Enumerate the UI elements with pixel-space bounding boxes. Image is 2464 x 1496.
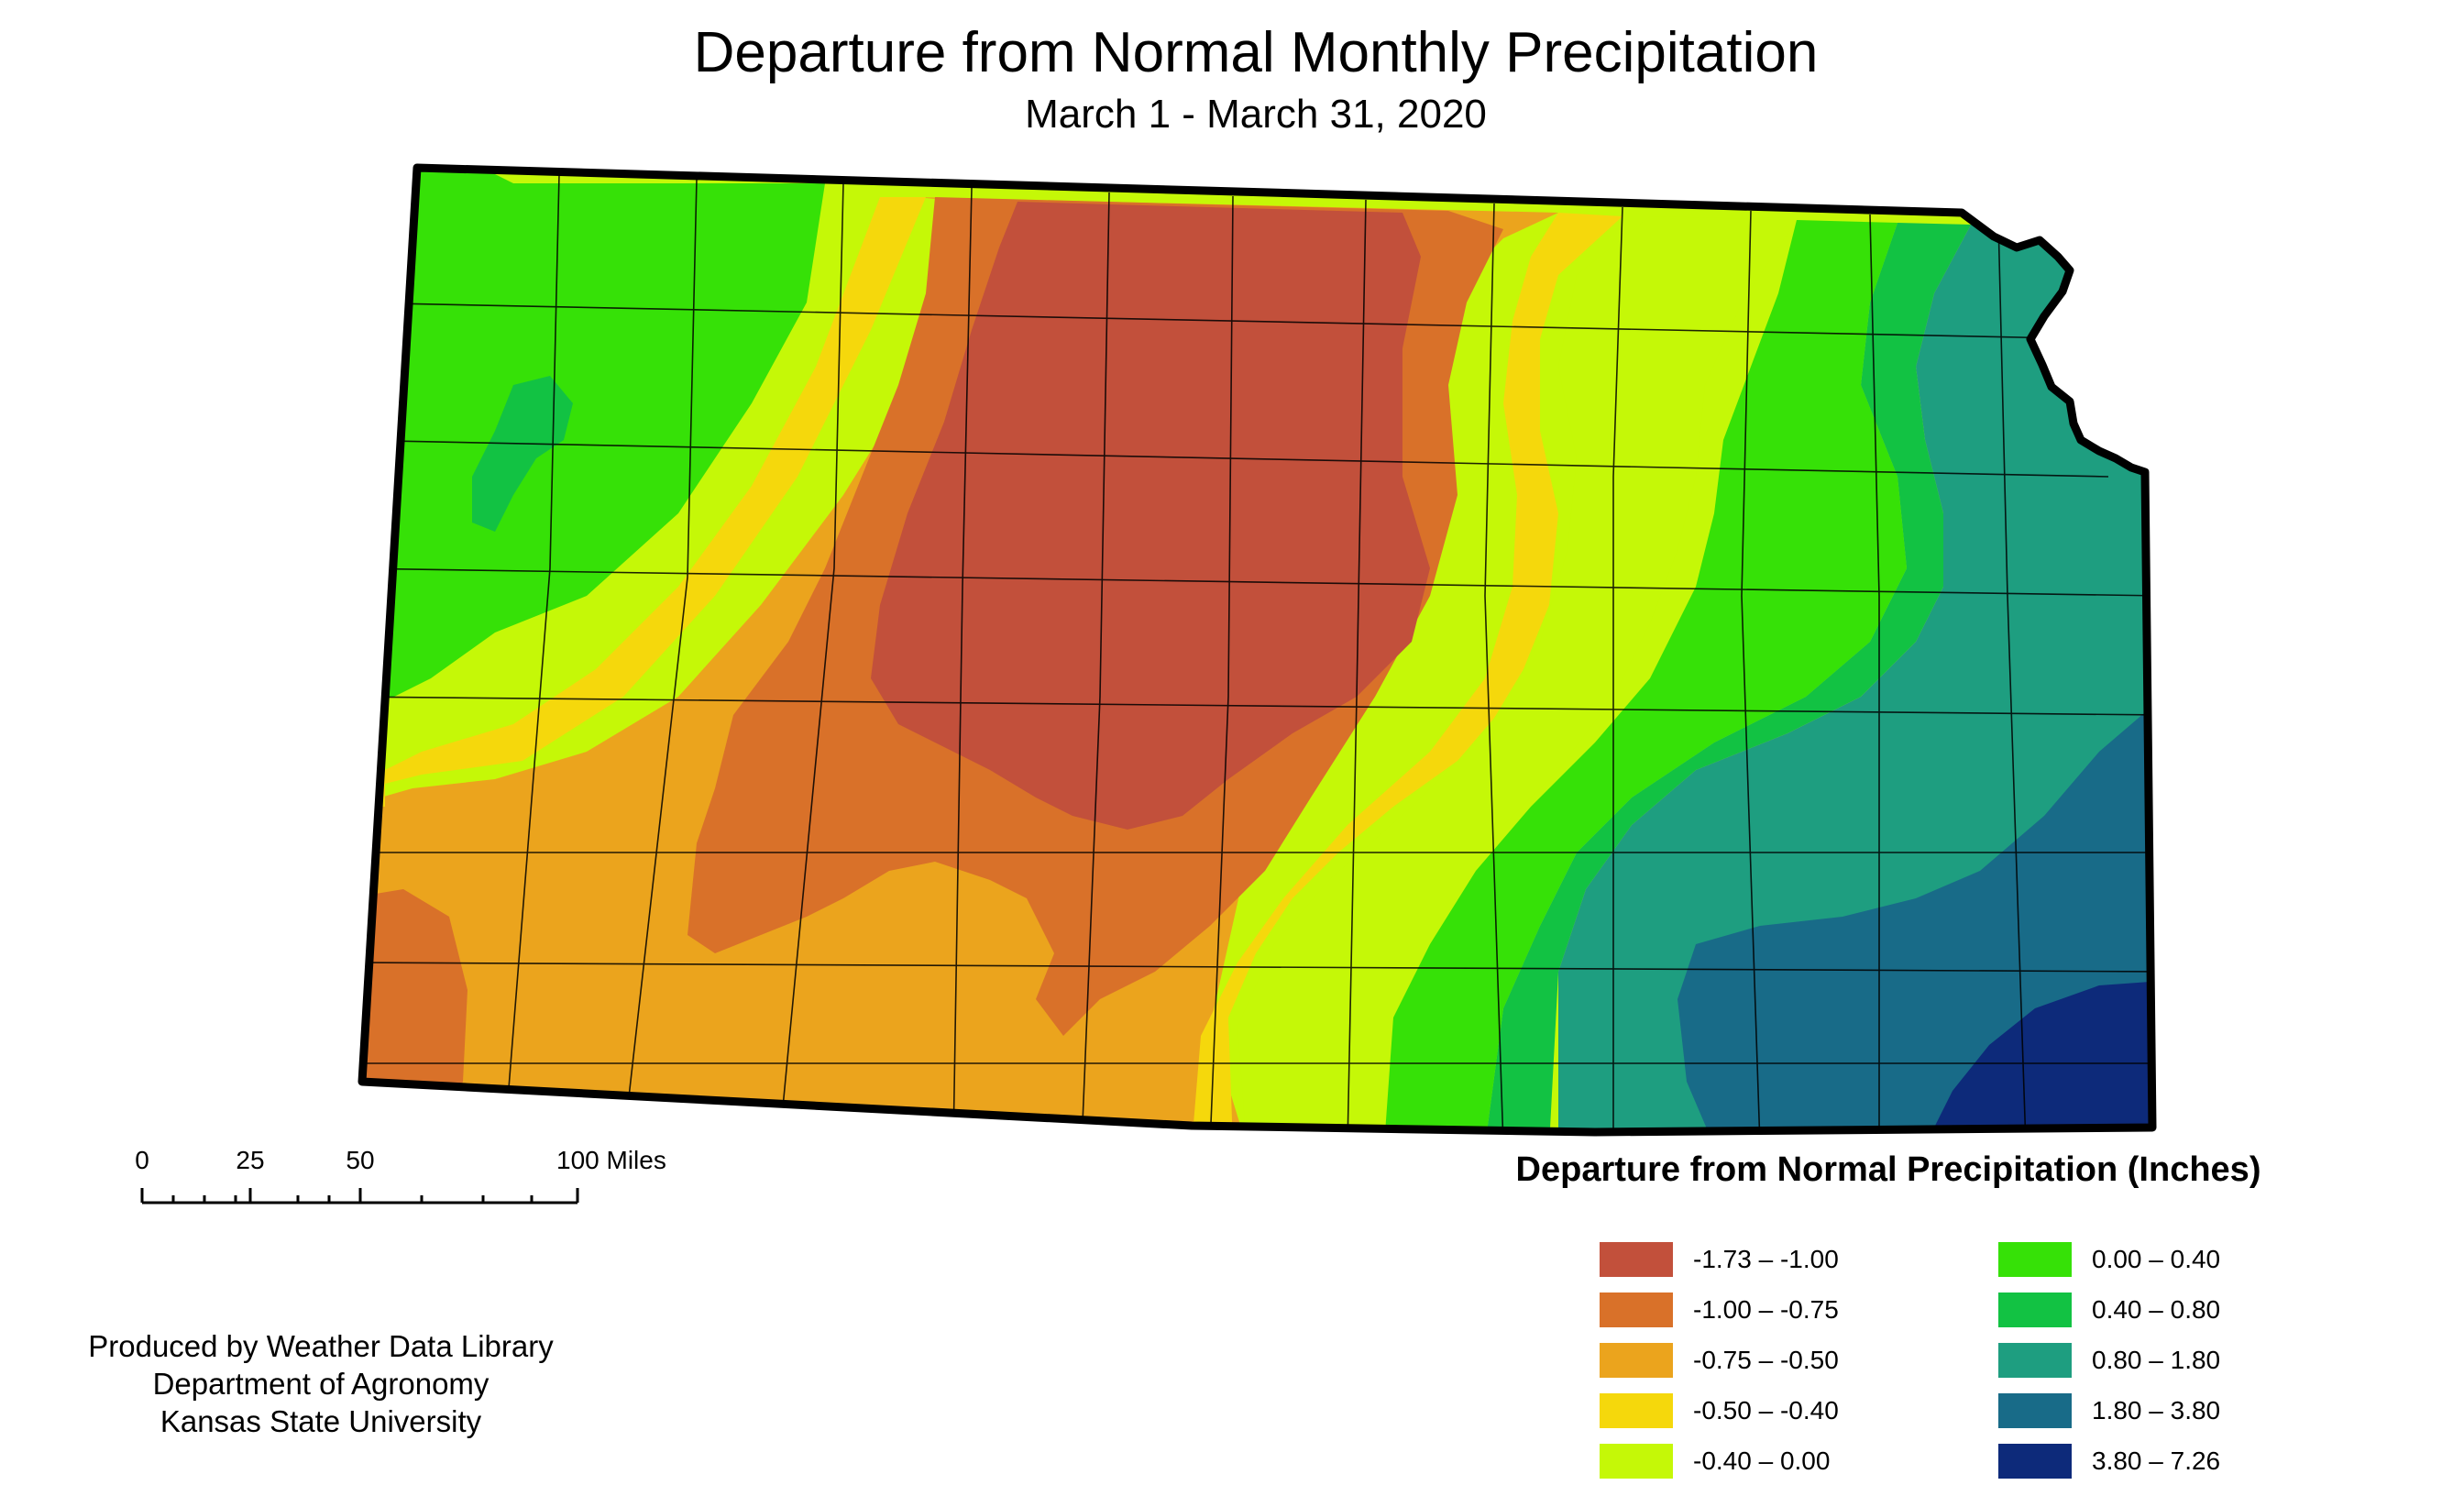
- scale-label-100-miles: 100 Miles: [556, 1146, 666, 1174]
- scale-label-50: 50: [346, 1146, 374, 1174]
- legend-swatch: [1600, 1242, 1673, 1277]
- zone-darkgreen-east: [1485, 223, 1971, 1132]
- zone-darkgreen-pocket: [472, 376, 573, 532]
- legend-label: -1.73 – -1.00: [1693, 1245, 1839, 1273]
- precipitation-zones: [362, 168, 2152, 1132]
- legend-label: 3.80 – 7.26: [2092, 1446, 2221, 1475]
- legend-label: -0.40 – 0.00: [1693, 1446, 1831, 1475]
- legend-label: -0.50 – -0.40: [1693, 1396, 1839, 1424]
- legend-label: 0.80 – 1.80: [2092, 1346, 2221, 1374]
- legend-swatch: [1998, 1242, 2072, 1277]
- map-title: Departure from Normal Monthly Precipitat…: [693, 21, 1819, 84]
- legend-title: Departure from Normal Precipitation (Inc…: [1515, 1150, 2261, 1189]
- credit-line-1: Produced by Weather Data Library: [88, 1329, 554, 1363]
- legend-swatch: [1600, 1343, 1673, 1378]
- legend-swatch: [1998, 1444, 2072, 1479]
- zone-lightgreen-east: [1238, 216, 1797, 1132]
- scale-label-0: 0: [135, 1146, 149, 1174]
- scale-label-25: 25: [236, 1146, 264, 1174]
- legend-label: 0.40 – 0.80: [2092, 1295, 2221, 1324]
- legend-label: -1.00 – -0.75: [1693, 1295, 1839, 1324]
- zone-green-northwest: [362, 168, 825, 697]
- zone-red-core: [871, 202, 1430, 830]
- legend-swatch: [1600, 1393, 1673, 1428]
- legend-label: 1.80 – 3.80: [2092, 1396, 2221, 1424]
- zone-yellow-west: [362, 197, 926, 807]
- legend-swatch: [1998, 1393, 2072, 1428]
- map-subtitle: March 1 - March 31, 2020: [1025, 92, 1487, 137]
- legend-swatch: [1998, 1343, 2072, 1378]
- zone-green-east: [1384, 220, 1907, 1132]
- credit-line-2: Department of Agronomy: [152, 1367, 490, 1401]
- credits: Produced by Weather Data Library Departm…: [37, 1327, 605, 1440]
- legend-swatch: [1998, 1292, 2072, 1327]
- legend-label: -0.75 – -0.50: [1693, 1346, 1839, 1374]
- zone-yellow-east: [1192, 213, 1622, 1132]
- legend-swatch: [1600, 1444, 1673, 1479]
- kansas-state-outline: [358, 163, 2157, 1137]
- legend-label: 0.00 – 0.40: [2092, 1245, 2221, 1273]
- legend-swatch: [1600, 1292, 1673, 1327]
- credit-line-3: Kansas State University: [160, 1404, 482, 1438]
- county-boundaries: [362, 173, 2152, 1132]
